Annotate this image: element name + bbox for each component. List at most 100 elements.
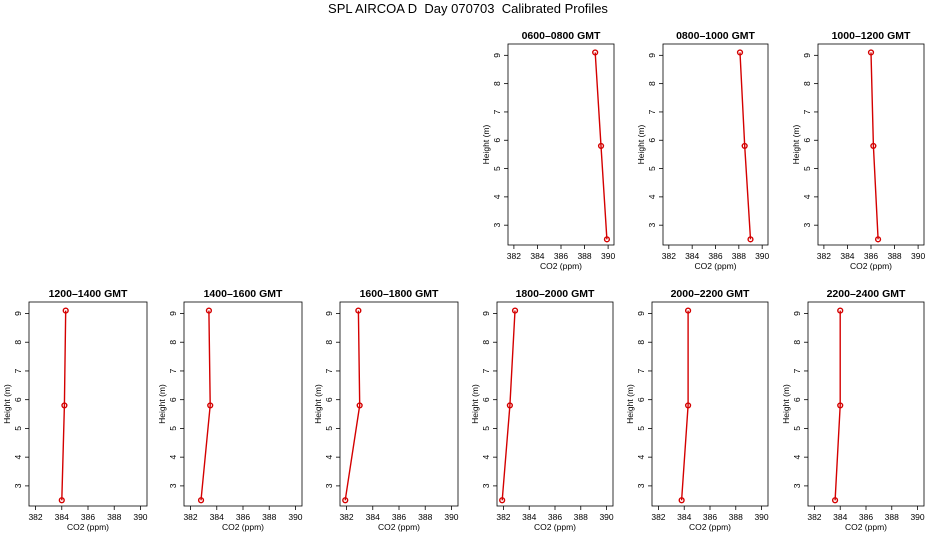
y-tick-label: 6 — [636, 397, 646, 402]
x-tick-label: 384 — [522, 512, 536, 522]
y-tick-label: 4 — [636, 455, 646, 460]
y-tick-label: 6 — [168, 397, 178, 402]
y-tick-label: 6 — [13, 397, 23, 402]
data-point — [58, 497, 65, 504]
y-tick-label: 5 — [492, 166, 502, 171]
data-point — [62, 307, 69, 314]
x-axis-label: CO2 (ppm) — [689, 522, 731, 532]
y-tick-label: 3 — [481, 483, 491, 488]
x-tick-label: 382 — [507, 251, 521, 261]
y-tick-label: 5 — [647, 166, 657, 171]
y-tick-label: 6 — [324, 397, 334, 402]
x-tick-label: 388 — [107, 512, 121, 522]
y-tick-label: 9 — [792, 311, 802, 316]
y-tick-label: 5 — [792, 426, 802, 431]
data-point — [684, 402, 692, 409]
x-tick-label: 384 — [840, 251, 854, 261]
plot-frame — [662, 43, 769, 246]
profile-line — [501, 310, 516, 501]
y-tick-label: 7 — [636, 368, 646, 373]
y-tick-label: 5 — [324, 426, 334, 431]
y-tick-label: 3 — [792, 483, 802, 488]
x-tick-label: 390 — [444, 512, 458, 522]
y-tick-label: 4 — [324, 455, 334, 460]
y-tick-label: 6 — [481, 397, 491, 402]
y-tick-label: 9 — [636, 311, 646, 316]
data-point — [837, 307, 844, 314]
y-tick-label: 4 — [492, 194, 502, 199]
x-tick-label: 382 — [496, 512, 510, 522]
x-tick-label: 388 — [887, 251, 901, 261]
x-axis-label: CO2 (ppm) — [222, 522, 264, 532]
y-tick-label: 8 — [481, 340, 491, 345]
x-tick-label: 390 — [754, 512, 768, 522]
profile-line — [739, 52, 752, 240]
x-tick-label: 384 — [685, 251, 699, 261]
x-tick-label: 382 — [807, 512, 821, 522]
data-point — [205, 307, 213, 314]
x-tick-label: 386 — [548, 512, 562, 522]
x-tick-label: 386 — [554, 251, 568, 261]
x-tick-label: 386 — [708, 251, 722, 261]
y-tick-label: 6 — [792, 397, 802, 402]
y-axis-label: Height (m) — [625, 384, 635, 424]
x-axis-label: CO2 (ppm) — [378, 522, 420, 532]
data-point — [355, 307, 362, 314]
y-tick-label: 6 — [802, 138, 812, 143]
y-tick-label: 9 — [13, 311, 23, 316]
x-axis-label: CO2 (ppm) — [534, 522, 576, 532]
data-point — [506, 402, 513, 409]
y-tick-label: 3 — [492, 223, 502, 228]
data-point — [511, 307, 519, 314]
y-tick-label: 8 — [324, 340, 334, 345]
y-axis-label: Height (m) — [636, 125, 646, 165]
y-tick-label: 3 — [647, 223, 657, 228]
y-tick-label: 7 — [168, 368, 178, 373]
y-tick-label: 8 — [792, 340, 802, 345]
x-axis-label: CO2 (ppm) — [67, 522, 109, 532]
y-tick-label: 3 — [802, 223, 812, 228]
y-tick-label: 5 — [802, 166, 812, 171]
x-tick-label: 386 — [859, 512, 873, 522]
y-tick-label: 9 — [492, 53, 502, 58]
profile-line — [344, 310, 361, 501]
y-tick-label: 8 — [636, 340, 646, 345]
data-point — [684, 307, 692, 314]
panel-title: 1000–1200 GMT — [832, 30, 911, 42]
y-tick-label: 5 — [481, 426, 491, 431]
x-tick-label: 390 — [133, 512, 147, 522]
profile-line — [870, 52, 879, 240]
panel-title: 0600–0800 GMT — [522, 30, 601, 42]
x-tick-label: 386 — [81, 512, 95, 522]
y-axis-label: Height (m) — [470, 384, 480, 424]
y-tick-label: 7 — [792, 368, 802, 373]
panel-title: 1400–1600 GMT — [204, 288, 283, 300]
x-axis-label: CO2 (ppm) — [845, 522, 887, 532]
x-tick-label: 390 — [601, 251, 615, 261]
page-title: SPL AIRCOA D Day 070703 Calibrated Profi… — [328, 1, 608, 16]
y-tick-label: 7 — [492, 109, 502, 114]
y-tick-label: 4 — [481, 455, 491, 460]
y-axis-label: Height (m) — [781, 384, 791, 424]
profile-line — [834, 310, 841, 501]
data-point — [867, 49, 875, 56]
data-point — [356, 402, 363, 409]
y-axis-label: Height (m) — [313, 384, 323, 424]
x-tick-label: 384 — [530, 251, 544, 261]
x-tick-label: 382 — [28, 512, 42, 522]
profile-line — [680, 310, 689, 501]
data-point — [741, 142, 748, 150]
x-tick-label: 382 — [662, 251, 676, 261]
y-tick-label: 9 — [481, 311, 491, 316]
x-axis-label: CO2 (ppm) — [540, 261, 582, 271]
y-axis-label: Height (m) — [157, 384, 167, 424]
profile-line — [61, 310, 67, 501]
plot-frame — [807, 301, 925, 507]
x-tick-label: 388 — [577, 251, 591, 261]
y-tick-label: 8 — [13, 340, 23, 345]
x-tick-label: 384 — [55, 512, 69, 522]
x-tick-label: 390 — [288, 512, 302, 522]
plot-frame — [28, 301, 148, 507]
x-tick-label: 382 — [651, 512, 665, 522]
